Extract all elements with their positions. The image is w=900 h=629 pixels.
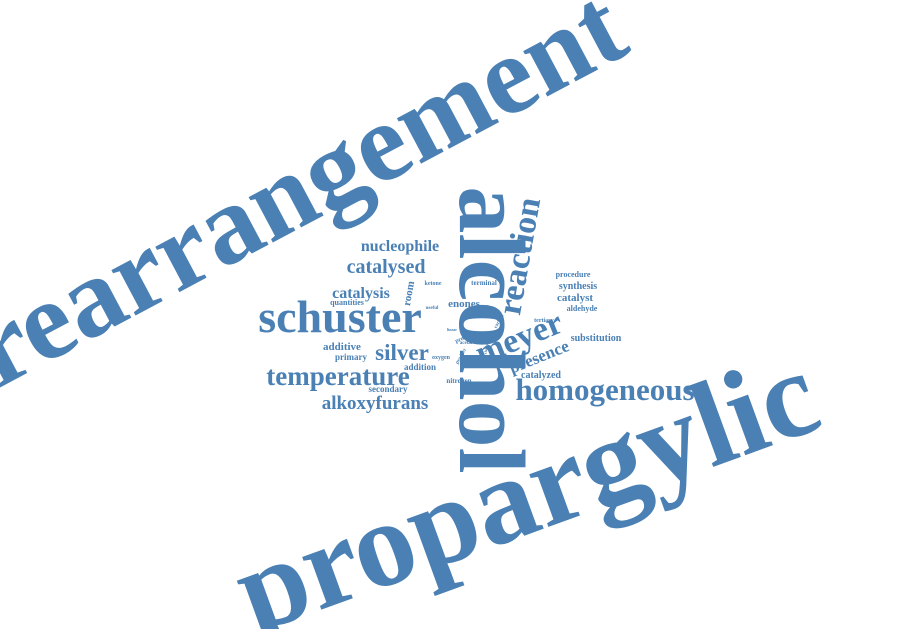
word-secondary: secondary: [369, 384, 408, 394]
word-catalyst: catalyst: [557, 292, 593, 304]
word-enones: enones: [448, 298, 481, 310]
word-quantities: quantities: [330, 298, 364, 307]
word-protic: protic: [454, 333, 471, 344]
word-group: rearrangement propargylic alcohol schust…: [0, 0, 835, 629]
word-addition: addition: [404, 362, 436, 372]
word-chemistry: chemistry: [483, 337, 491, 355]
word-carbon: carbon: [494, 314, 506, 330]
word-catalysed: catalysed: [347, 256, 426, 278]
word-additive: additive: [323, 341, 361, 353]
word-synthesis: synthesis: [559, 281, 597, 292]
word-nitrogen: nitrogen: [446, 377, 471, 385]
word-oxygen: oxygen: [432, 355, 451, 361]
word-aldehyde: aldehyde: [567, 304, 598, 313]
word-useful: useful: [426, 306, 439, 311]
word-temperature: temperature: [266, 361, 409, 391]
word-tertiary: tertiary: [534, 318, 554, 324]
word-ketone: ketone: [425, 281, 442, 287]
word-room: room: [401, 280, 417, 307]
word-catalyzed: catalyzed: [521, 370, 561, 381]
word-substitution: substitution: [571, 333, 622, 344]
word-alkoxyfurans: alkoxyfurans: [322, 393, 429, 414]
word-primary: primary: [335, 352, 367, 362]
word-homogeneous: homogeneous: [515, 372, 694, 407]
word-acetal: acetal: [460, 341, 473, 346]
word-catalysis: catalysis: [332, 285, 390, 302]
word-terminal: terminal: [471, 279, 497, 287]
word-procedure: procedure: [556, 270, 591, 279]
word-schuster: schuster: [258, 291, 422, 342]
word-silver: silver: [375, 340, 429, 365]
word-nucleophile: nucleophile: [361, 238, 439, 255]
word-alcohol: alcohol: [439, 186, 543, 473]
word-linear: linear: [447, 327, 457, 332]
word-yield: yield: [473, 332, 483, 337]
